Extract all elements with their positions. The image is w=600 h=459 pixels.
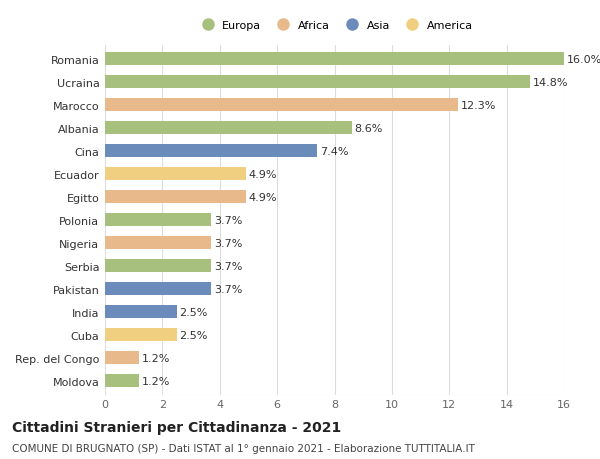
Legend: Europa, Africa, Asia, America: Europa, Africa, Asia, America [192, 17, 477, 35]
Text: 16.0%: 16.0% [567, 55, 600, 65]
Text: 3.7%: 3.7% [214, 261, 242, 271]
Text: 1.2%: 1.2% [142, 376, 170, 386]
Bar [105, 352, 139, 364]
Text: 12.3%: 12.3% [461, 101, 496, 111]
Text: COMUNE DI BRUGNATO (SP) - Dati ISTAT al 1° gennaio 2021 - Elaborazione TUTTITALI: COMUNE DI BRUGNATO (SP) - Dati ISTAT al … [12, 443, 475, 453]
Bar [105, 329, 177, 341]
Text: 4.9%: 4.9% [248, 192, 277, 202]
Text: 2.5%: 2.5% [179, 307, 208, 317]
Bar [105, 306, 177, 319]
Text: 3.7%: 3.7% [214, 284, 242, 294]
Bar [105, 214, 211, 227]
Bar [105, 53, 564, 66]
Text: 2.5%: 2.5% [179, 330, 208, 340]
Text: Cittadini Stranieri per Cittadinanza - 2021: Cittadini Stranieri per Cittadinanza - 2… [12, 420, 341, 434]
Bar [105, 122, 352, 135]
Text: 14.8%: 14.8% [532, 78, 568, 88]
Bar [105, 99, 458, 112]
Bar [105, 76, 530, 89]
Bar [105, 283, 211, 296]
Bar [105, 260, 211, 273]
Text: 1.2%: 1.2% [142, 353, 170, 363]
Bar [105, 375, 139, 387]
Text: 7.4%: 7.4% [320, 146, 349, 157]
Bar [105, 145, 317, 158]
Bar [105, 237, 211, 250]
Text: 3.7%: 3.7% [214, 238, 242, 248]
Text: 8.6%: 8.6% [355, 123, 383, 134]
Bar [105, 168, 245, 181]
Bar [105, 191, 245, 204]
Text: 3.7%: 3.7% [214, 215, 242, 225]
Text: 4.9%: 4.9% [248, 169, 277, 179]
